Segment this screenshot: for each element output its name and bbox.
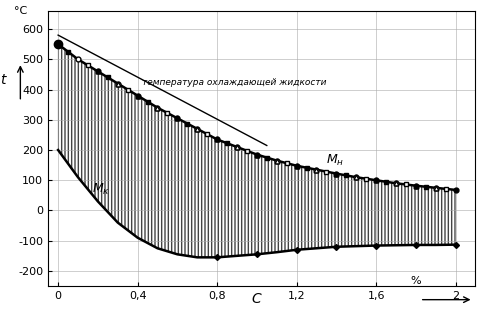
- Text: $M_{к}$: $M_{к}$: [92, 182, 109, 197]
- Text: $C$: $C$: [251, 292, 262, 306]
- Text: t: t: [0, 73, 5, 87]
- Text: температура охлаждающей жидкости: температура охлаждающей жидкости: [141, 78, 325, 87]
- Text: %: %: [409, 276, 420, 286]
- Text: $M_{н}$: $M_{н}$: [326, 153, 344, 168]
- Text: °C: °C: [14, 6, 27, 16]
